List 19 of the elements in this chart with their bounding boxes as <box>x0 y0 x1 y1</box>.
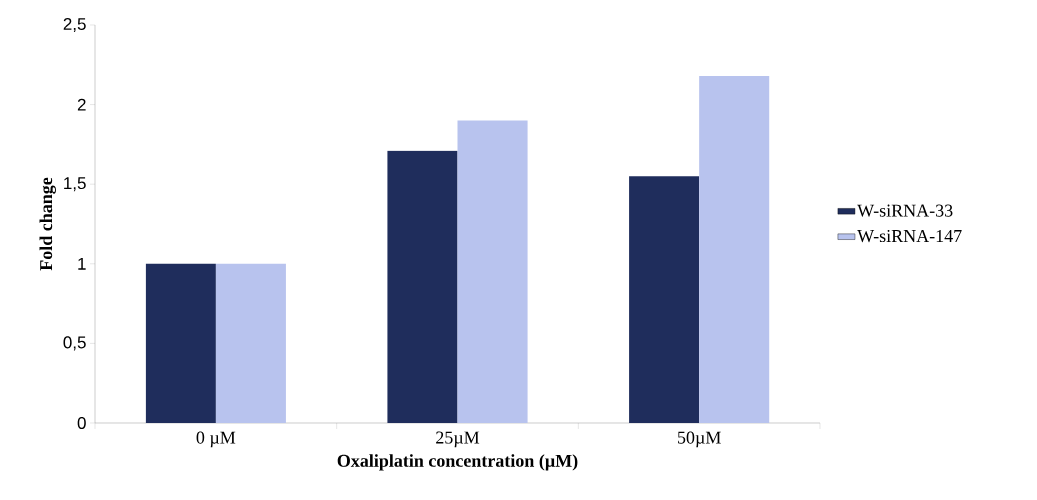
x-tick-label: 25µM <box>436 431 480 448</box>
bar <box>457 120 528 423</box>
bar <box>699 75 770 423</box>
bar <box>387 150 458 423</box>
bar <box>145 263 216 423</box>
x-tick-label: 0 µM <box>196 431 236 448</box>
y-tick-label: 0 <box>77 416 86 430</box>
y-tick-label: 0,5 <box>63 336 86 351</box>
bar <box>215 263 286 423</box>
y-tick-label: 2,5 <box>63 17 86 33</box>
bar <box>629 176 700 423</box>
y-tick-label: 1,5 <box>64 177 86 192</box>
legend-label: W-siRNA-147 <box>857 229 962 243</box>
x-axis-title: Oxaliplatin concentration (µM) <box>337 454 578 471</box>
y-tick-label: 2 <box>77 98 86 111</box>
legend-label: W-siRNA-33 <box>857 204 953 217</box>
x-tick-label: 50µM <box>678 431 721 448</box>
y-tick-label: 1 <box>78 257 86 270</box>
y-axis-title: Fold change <box>39 177 56 271</box>
